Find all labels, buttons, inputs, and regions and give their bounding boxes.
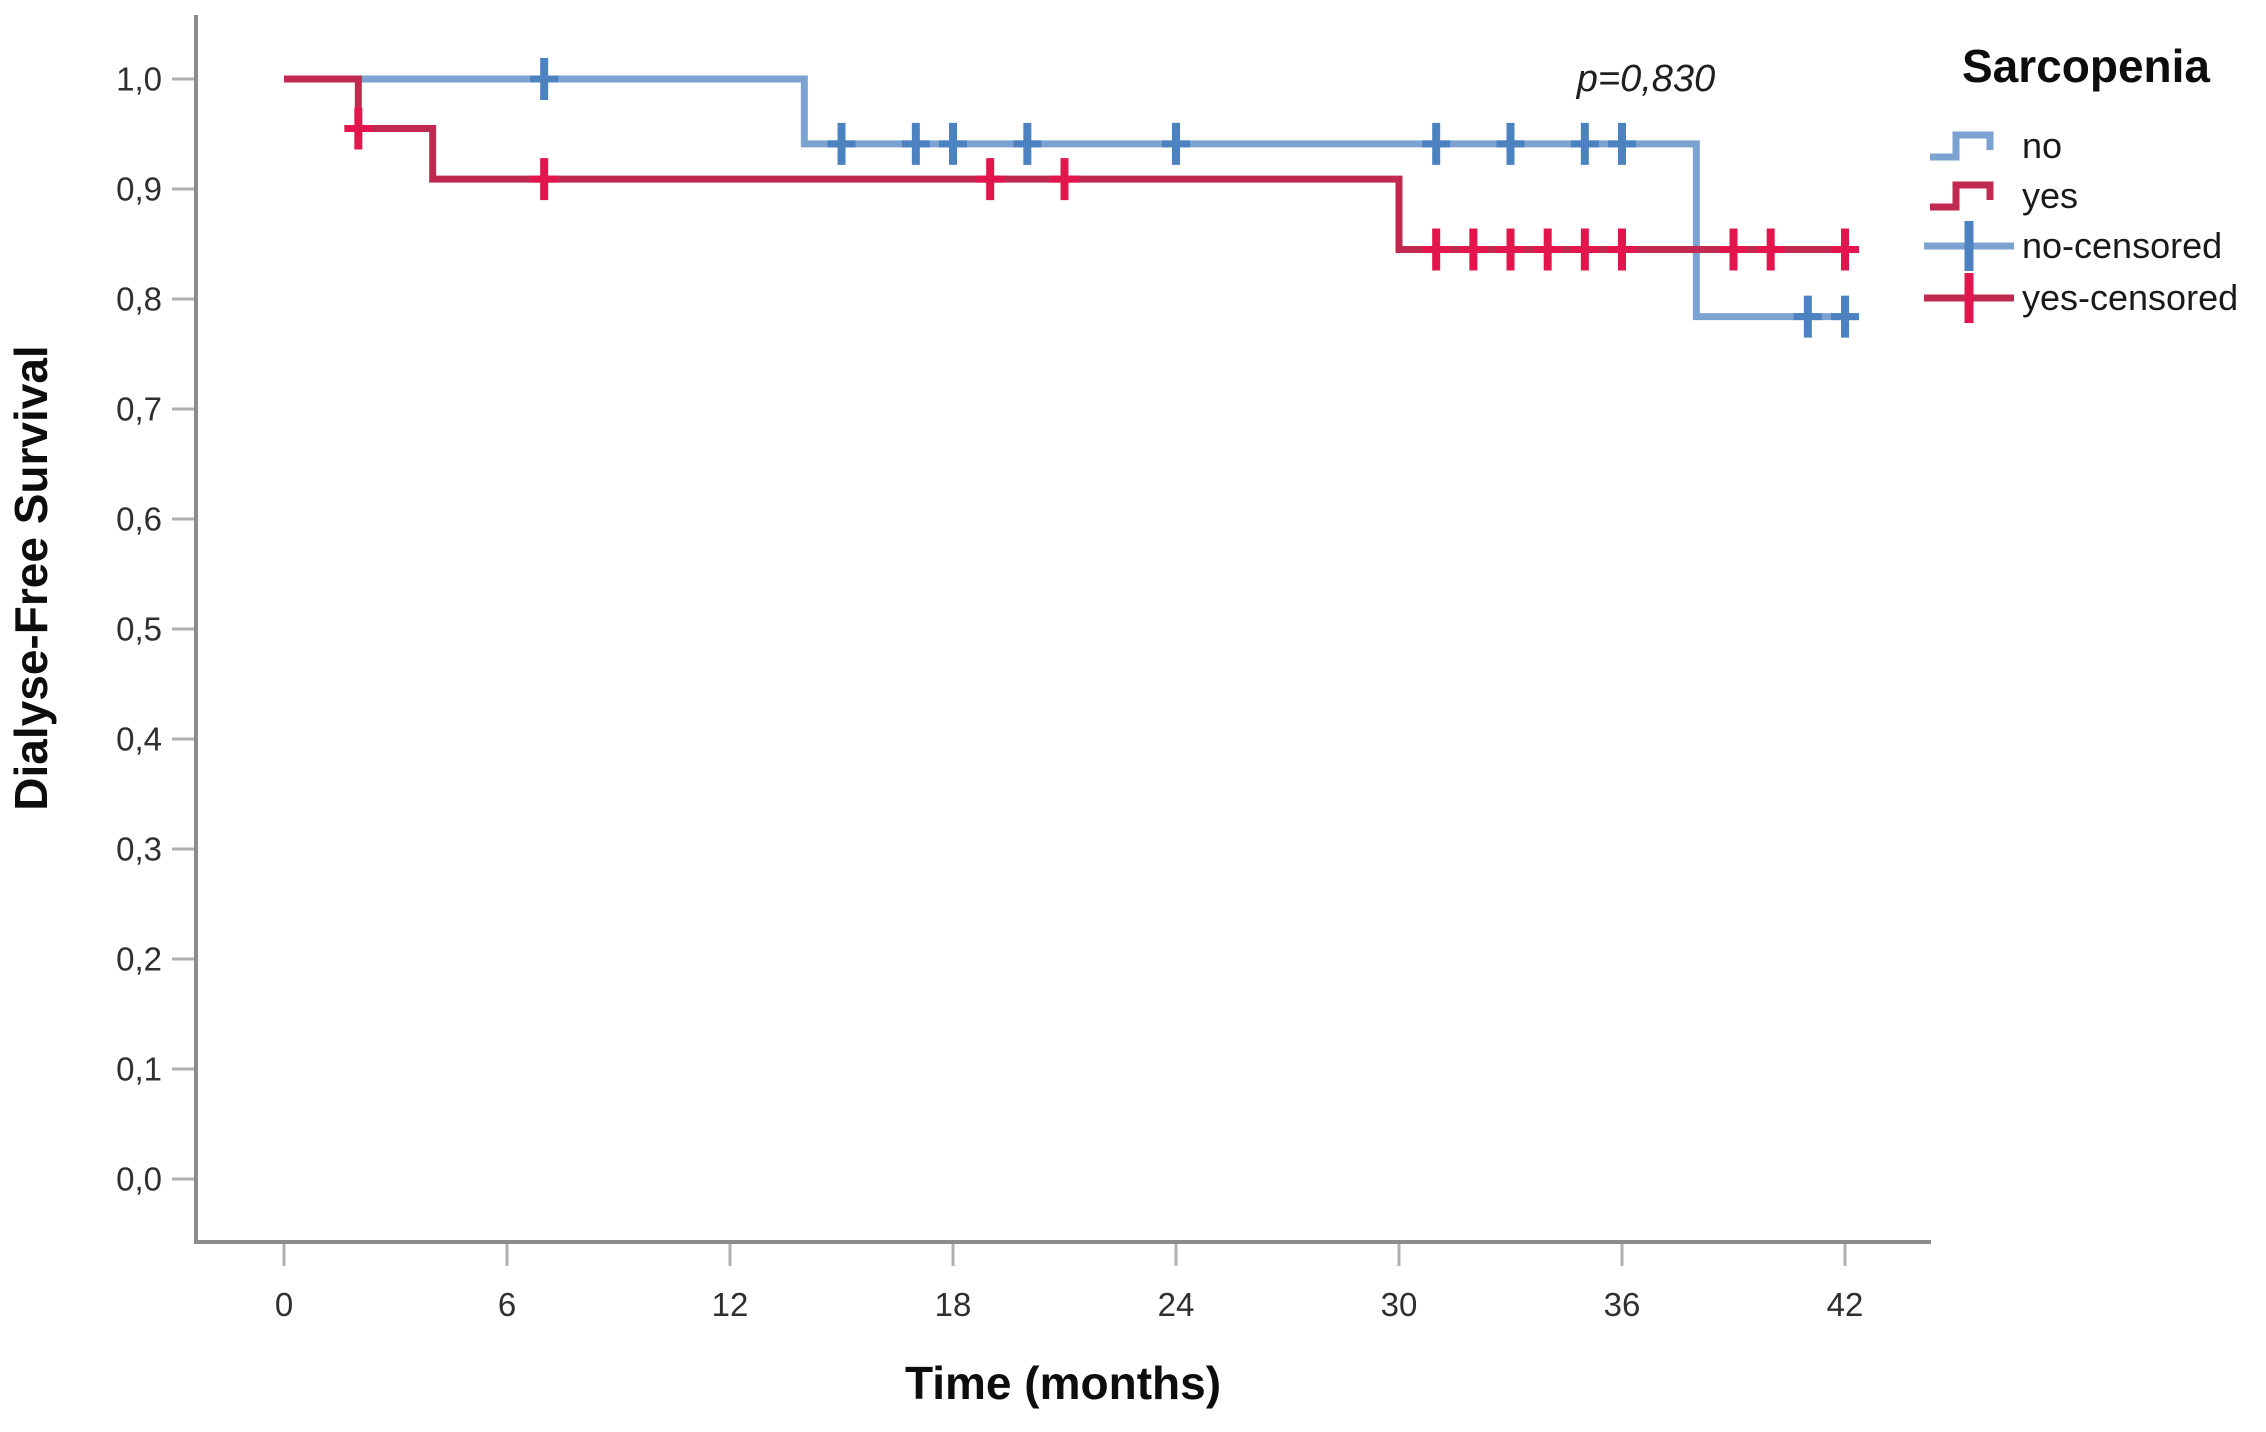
legend-label-no: no [2022,125,2062,166]
legend-label-yes-censored: yes-censored [2022,277,2238,318]
p-value-annotation: p=0,830 [1576,58,1715,100]
legend-title: Sarcopenia [1962,40,2210,92]
plot-area: 1,0 0,9 0,8 0,7 0,6 0,5 0,4 0,3 0,2 0,1 0,0 0 6 12 18 2… [116,15,1931,1323]
y-tick-label: 0,1 [116,1051,162,1088]
x-tick-label: 30 [1381,1286,1418,1323]
legend-swatch-no-step [1930,131,1994,161]
y-tick-label: 0,4 [116,721,162,758]
x-axis-title: Time (months) [905,1357,1221,1409]
legend-label-no-censored: no-censored [2022,225,2222,266]
y-tick-label: 0,0 [116,1161,162,1198]
x-tick-label: 6 [498,1286,516,1323]
y-tick-label: 0,3 [116,831,162,868]
x-tick-label: 42 [1827,1286,1864,1323]
legend-label-yes: yes [2022,175,2078,216]
y-tick-label: 0,6 [116,501,162,538]
legend: Sarcopenia no yes no-censored yes-censor… [1924,40,2238,323]
legend-swatch-yes-step [1930,181,1994,211]
km-curve-no [284,75,1857,321]
y-tick-label: 1,0 [116,61,162,98]
y-tick-label: 0,7 [116,391,162,428]
y-tick-label: 0,5 [116,611,162,648]
y-tick-label: 0,8 [116,281,162,318]
km-curve-yes [284,75,1857,253]
y-axis-title: Dialyse-Free Survival [5,345,57,810]
x-tick-label: 24 [1158,1286,1195,1323]
x-tick-label: 18 [935,1286,972,1323]
y-tick-label: 0,2 [116,941,162,978]
y-tick-label: 0,9 [116,171,162,208]
x-tick-label: 0 [275,1286,293,1323]
x-tick-label: 36 [1604,1286,1641,1323]
x-tick-label: 12 [712,1286,749,1323]
